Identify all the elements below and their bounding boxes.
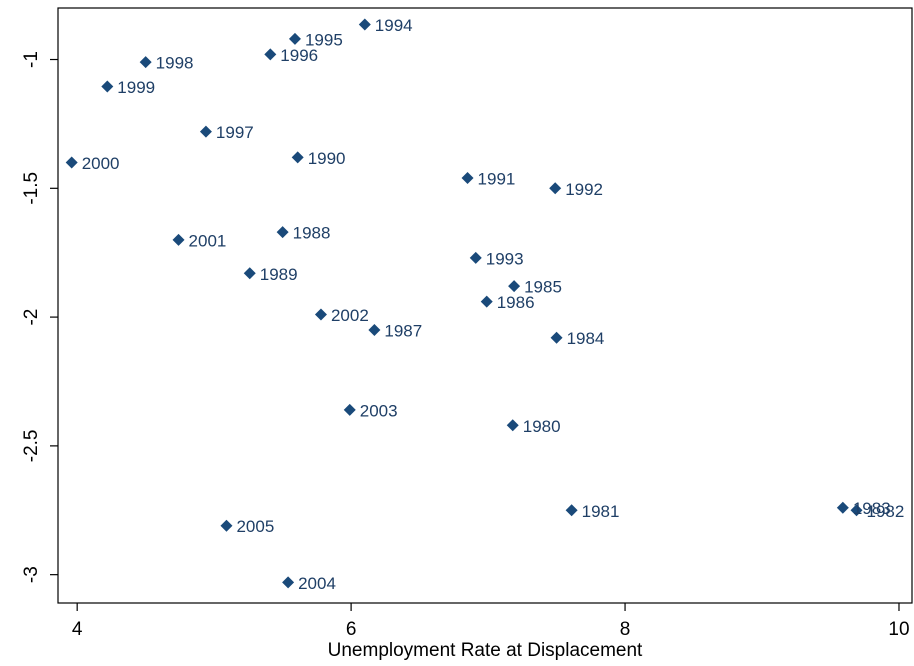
point-label: 2001 bbox=[189, 231, 227, 250]
point-label: 1991 bbox=[478, 169, 516, 188]
point bbox=[480, 295, 493, 308]
point-label: 1992 bbox=[565, 180, 603, 199]
point bbox=[172, 233, 185, 246]
x-tick-label: 10 bbox=[888, 619, 909, 640]
point-label: 1980 bbox=[523, 417, 561, 436]
point bbox=[264, 48, 277, 61]
point bbox=[291, 151, 304, 164]
point-label: 2000 bbox=[82, 154, 120, 173]
point bbox=[243, 267, 256, 280]
point bbox=[288, 32, 301, 45]
point-label: 1998 bbox=[156, 54, 194, 73]
point-label: 1983 bbox=[853, 499, 891, 518]
point bbox=[836, 501, 849, 514]
point bbox=[550, 331, 563, 344]
point-label: 1985 bbox=[524, 278, 562, 297]
plot-frame bbox=[57, 7, 913, 604]
point-label: 2004 bbox=[298, 574, 336, 593]
x-tick-label: 4 bbox=[72, 619, 83, 640]
point-label: 1996 bbox=[280, 46, 318, 65]
point-label: 1989 bbox=[260, 265, 298, 284]
point bbox=[343, 403, 356, 416]
point bbox=[469, 251, 482, 264]
point-label: 1990 bbox=[308, 149, 346, 168]
point bbox=[101, 80, 114, 93]
point-label: 2003 bbox=[360, 401, 398, 420]
point-label: 1999 bbox=[117, 78, 155, 97]
y-tick-label: -2.5 bbox=[21, 430, 42, 463]
y-tick-label: -2 bbox=[21, 309, 42, 326]
point bbox=[368, 323, 381, 336]
point bbox=[506, 419, 519, 432]
point bbox=[549, 182, 562, 195]
point-label: 1997 bbox=[216, 123, 254, 142]
point bbox=[850, 504, 863, 517]
x-tick-label: 8 bbox=[620, 619, 631, 640]
point-label: 1984 bbox=[567, 329, 605, 348]
y-tick-label: -3 bbox=[21, 566, 42, 583]
point-label: 1995 bbox=[305, 30, 343, 49]
point bbox=[276, 226, 289, 239]
y-tick-label: -1 bbox=[21, 51, 42, 68]
point bbox=[314, 308, 327, 321]
point bbox=[199, 125, 212, 138]
point bbox=[139, 56, 152, 69]
point-label: 1987 bbox=[384, 321, 422, 340]
point-label: 1994 bbox=[375, 16, 413, 35]
y-tick-label: -1.5 bbox=[21, 172, 42, 205]
point-label: 1988 bbox=[293, 224, 331, 243]
point bbox=[65, 156, 78, 169]
point bbox=[282, 576, 295, 589]
point-label: 1986 bbox=[497, 293, 535, 312]
point-label: 2002 bbox=[331, 306, 369, 325]
point bbox=[358, 18, 371, 31]
point bbox=[220, 519, 233, 532]
point bbox=[461, 172, 474, 184]
x-axis-title: Unemployment Rate at Displacement bbox=[328, 640, 643, 661]
point-label: 2005 bbox=[236, 517, 274, 536]
point bbox=[508, 280, 521, 293]
x-tick-label: 6 bbox=[346, 619, 357, 640]
point-label: 1993 bbox=[486, 249, 524, 268]
point-label: 1982 bbox=[867, 502, 905, 521]
point-label: 1981 bbox=[582, 502, 620, 521]
point bbox=[565, 504, 578, 517]
